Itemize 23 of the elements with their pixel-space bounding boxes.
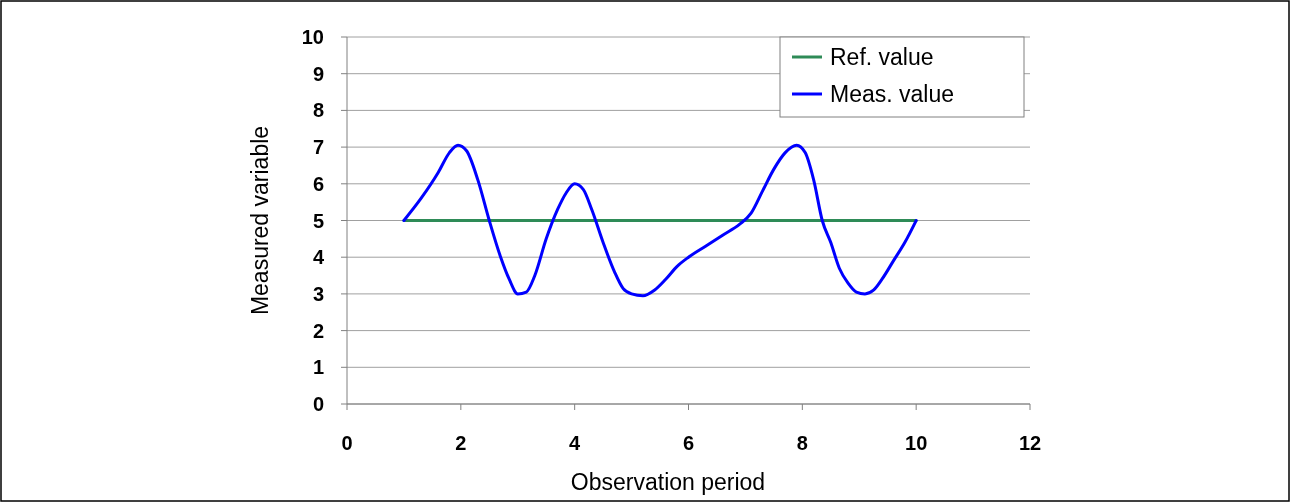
x-tick-label: 4: [569, 432, 582, 454]
x-tick-label: 10: [905, 432, 928, 454]
y-tick-label: 3: [312, 282, 324, 305]
legend-label: Meas. value: [830, 81, 955, 108]
x-axis-title: Observation period: [570, 469, 766, 495]
y-tick-label: 1: [312, 356, 324, 379]
legend-label: Ref. value: [830, 44, 934, 71]
x-tick-label: 0: [341, 432, 353, 454]
x-tick-label: 2: [455, 432, 467, 454]
y-tick-label: 9: [312, 62, 324, 85]
y-axis-title: Measured variable: [247, 125, 273, 316]
y-tick-label: 6: [312, 172, 324, 195]
line-series: [402, 143, 918, 298]
x-tick-label: 8: [796, 432, 808, 454]
y-tick-label: 4: [312, 246, 325, 269]
y-tick-label: 2: [312, 319, 324, 342]
y-tick-label: 10: [301, 26, 324, 48]
y-tick-label: 0: [312, 393, 324, 415]
y-tick-label: 7: [312, 136, 324, 159]
y-tick-label: 8: [312, 99, 324, 122]
x-tick-label: 6: [682, 432, 695, 454]
x-tick-label: 12: [1018, 432, 1042, 454]
y-tick-label: 5: [312, 209, 324, 232]
